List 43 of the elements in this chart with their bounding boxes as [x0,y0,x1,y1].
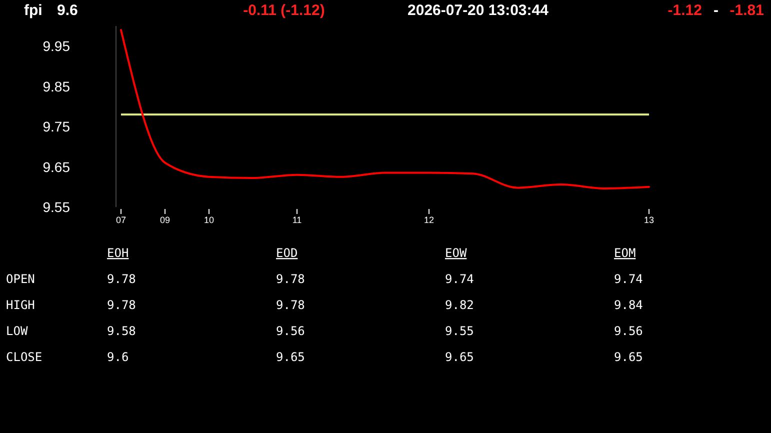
text: -1.12 [668,2,702,19]
text: 9.84 [614,298,643,312]
x-tick-label: 13 [644,215,654,225]
line-series [120,29,650,190]
category-label: OPEN [6,272,35,286]
category-label: EOH [107,246,129,260]
category-label: CLOSE [6,350,42,364]
text: 9.74 [614,272,643,286]
y-tick-label: 9.95 [42,38,70,54]
chart-title: fpi [24,2,42,19]
text: 2026-07-20 13:03:44 [408,2,550,19]
y-tick-label: 9.75 [42,118,70,135]
text: 9.6 [57,2,78,19]
y-tick-label: 9.85 [42,78,70,94]
text: 9.6 [107,350,129,364]
text: 9.58 [107,324,136,338]
x-tick-label: 07 [116,215,126,225]
text: 9.55 [445,324,474,338]
text: -1.81 [730,2,764,19]
text: -0.11 (-1.12) [243,2,325,19]
text: 9.56 [614,324,643,338]
x-tick-label: 11 [292,215,302,225]
x-tick-label: 12 [424,215,434,225]
x-tick-label: 09 [160,215,170,225]
text: 9.78 [107,298,136,312]
text: 9.74 [445,272,474,286]
text: 9.65 [614,350,643,364]
text: 9.65 [276,350,305,364]
category-label: EOD [276,246,298,260]
category-label: LOW [6,324,28,338]
text: 9.82 [445,298,474,312]
category-label: EOW [445,246,468,260]
x-tick-label: 10 [204,215,214,225]
text: 9.65 [445,350,474,364]
text: 9.78 [276,298,305,312]
category-label: HIGH [6,298,35,312]
text: 9.78 [276,272,305,286]
text: 9.56 [276,324,305,338]
y-tick-label: 9.65 [42,158,70,175]
y-tick-label: 9.55 [42,199,70,215]
text: 9.78 [107,272,136,286]
category-label: EOM [614,246,636,260]
text: - [714,2,718,19]
